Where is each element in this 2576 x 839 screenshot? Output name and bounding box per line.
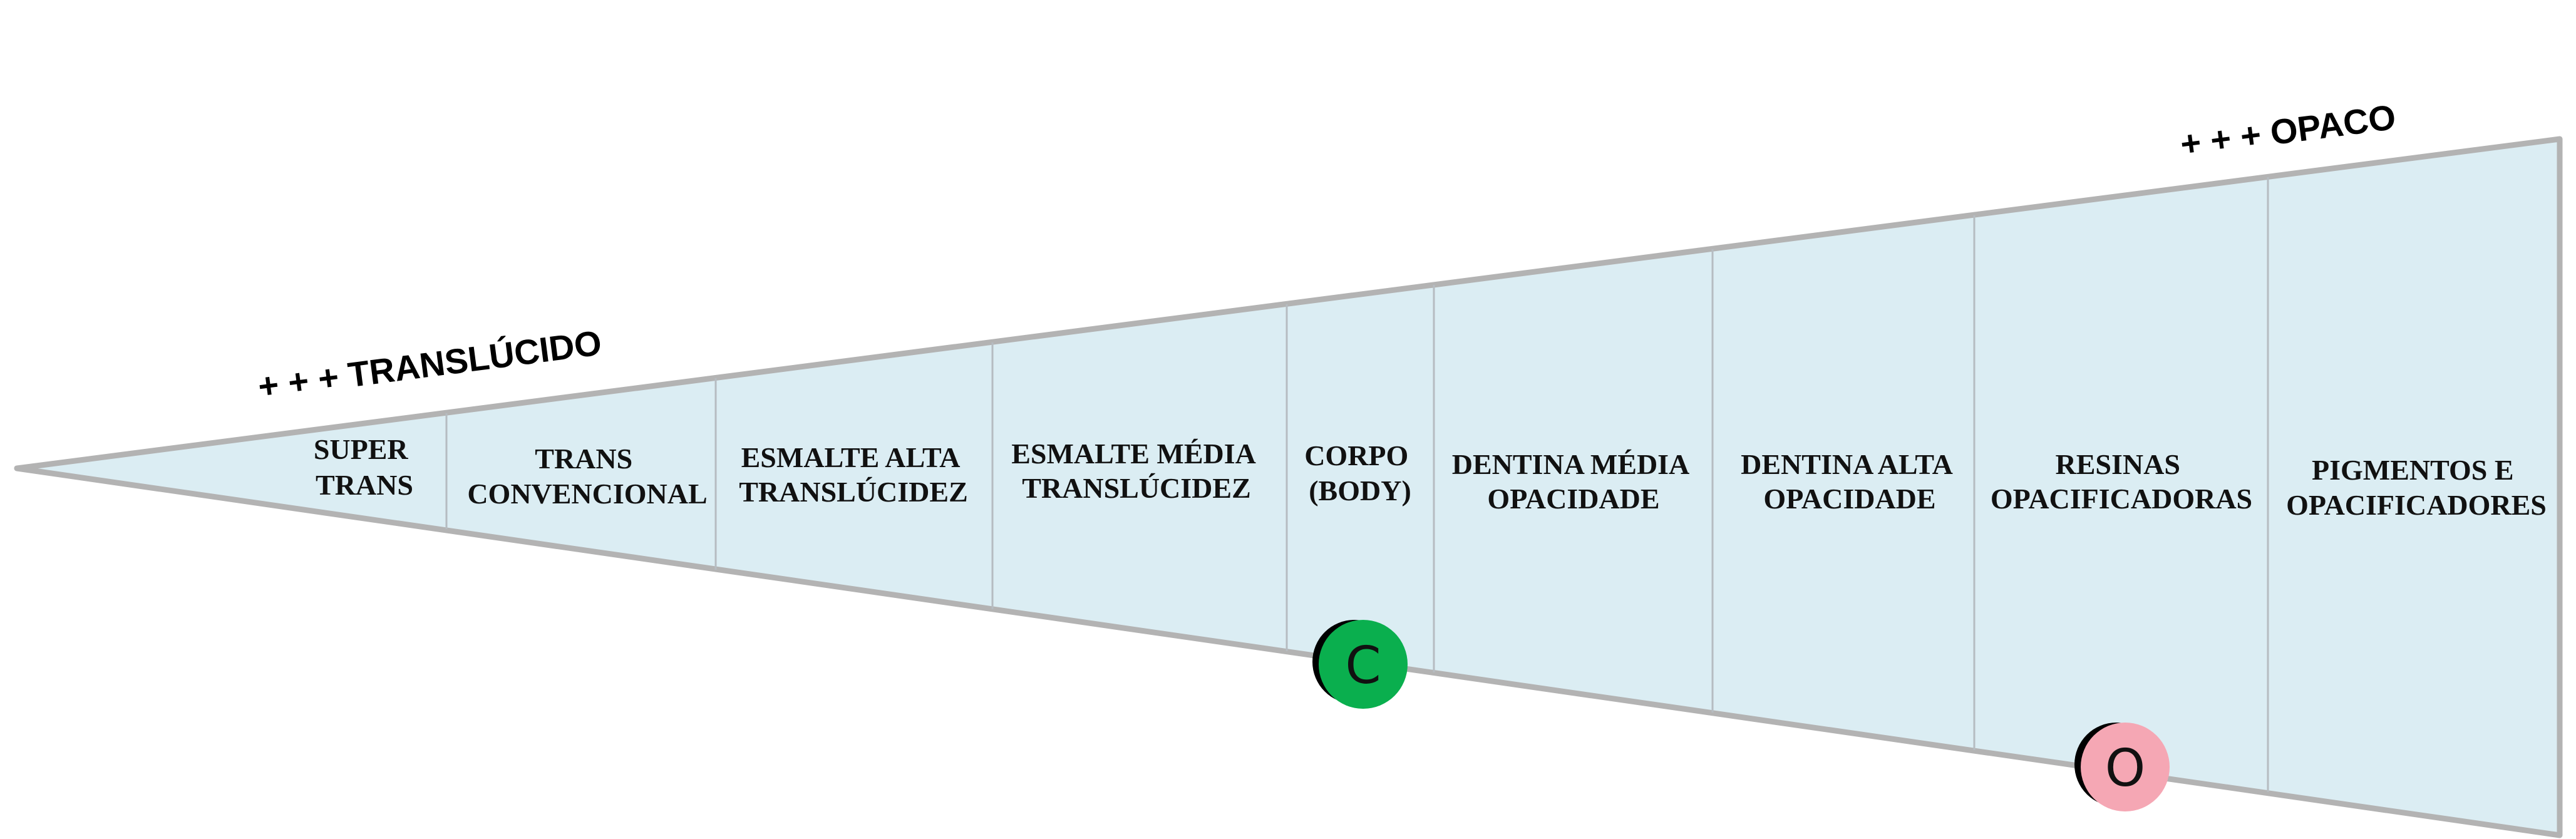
segment-label-line: TRANS: [316, 469, 413, 501]
segment-label-line: ESMALTE ALTA: [741, 441, 961, 473]
segment-label-line: OPACIFICADORAS: [1991, 483, 2252, 515]
badge-letter-o: O: [2105, 739, 2146, 798]
opaque-badge: O: [2074, 723, 2170, 811]
segment-label-esmalte-alta: ESMALTE ALTA TRANSLÚCIDEZ: [739, 441, 968, 508]
segment-label-line: OPACIFICADORES: [2286, 489, 2547, 521]
segment-label-trans-convencional: TRANS CONVENCIONAL: [467, 443, 707, 510]
segment-label-dentina-alta: DENTINA ALTA OPACIDADE: [1741, 448, 1959, 515]
segment-label-line: CONVENCIONAL: [467, 478, 707, 510]
segment-label-line: DENTINA MÉDIA: [1452, 448, 1689, 480]
wedge-scale: [14, 136, 2563, 838]
segment-label-line: TRANSLÚCIDEZ: [1022, 472, 1251, 504]
segment-label-line: TRANSLÚCIDEZ: [739, 476, 968, 508]
corpo-badge: C: [1312, 620, 1408, 709]
segment-label-line: RESINAS: [2056, 448, 2180, 480]
segment-label-super-trans: SUPER TRANS: [314, 433, 415, 501]
segment-label-pigmentos: PIGMENTOS E OPACIFICADORES: [2286, 454, 2547, 521]
segment-labels: SUPER TRANS TRANS CONVENCIONAL ESMALTE A…: [314, 433, 2547, 521]
badge-letter-c: C: [1345, 636, 1381, 696]
segment-label-line: OPACIDADE: [1487, 483, 1659, 515]
segment-label-corpo: CORPO (BODY): [1304, 440, 1416, 507]
segment-label-line: CORPO: [1304, 440, 1408, 471]
segment-label-line: (BODY): [1309, 475, 1411, 507]
segment-label-line: DENTINA ALTA: [1741, 448, 1953, 480]
segment-dividers: [445, 177, 2269, 792]
segment-label-line: ESMALTE MÉDIA: [1011, 438, 1255, 470]
segment-label-line: OPACIDADE: [1763, 483, 1935, 515]
segment-label-dentina-media: DENTINA MÉDIA OPACIDADE: [1452, 448, 1696, 515]
segment-label-esmalte-media: ESMALTE MÉDIA TRANSLÚCIDEZ: [1011, 438, 1262, 504]
segment-label-resinas: RESINAS OPACIFICADORAS: [1991, 448, 2252, 515]
segment-label-line: SUPER: [314, 433, 409, 465]
opaque-end-label: + + + OPACO: [2178, 97, 2398, 164]
translucent-end-label: + + + TRANSLÚCIDO: [255, 322, 604, 406]
segment-label-line: PIGMENTOS E: [2312, 454, 2514, 486]
badge-fill: [2081, 723, 2170, 811]
badge-fill: [1319, 620, 1408, 709]
segment-label-line: TRANS: [535, 443, 632, 475]
